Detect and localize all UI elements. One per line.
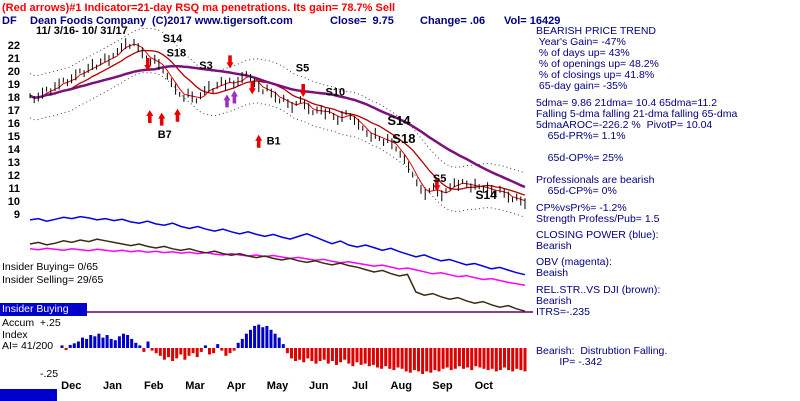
date-range: 11/ 3/16- 10/ 31/17 bbox=[36, 25, 128, 37]
month-label: Jun bbox=[309, 380, 329, 392]
sell-arrow-icon bbox=[248, 81, 256, 95]
right-panel-line: CLOSING POWER (blue): bbox=[536, 229, 659, 241]
right-panel-line: 65d-CP%= 0% bbox=[536, 185, 617, 197]
right-panel-line: Bearish bbox=[536, 240, 572, 252]
right-panel-line: OBV (magenta): bbox=[536, 256, 612, 268]
right-panel-line: 65d-PR%= 1.1% bbox=[536, 130, 626, 142]
buy-arrow-icon bbox=[255, 134, 263, 148]
right-panel-line: Beaish bbox=[536, 267, 569, 279]
signal-label: B1 bbox=[267, 135, 281, 147]
right-panel-line: 65-day gain= -35% bbox=[536, 80, 628, 92]
right-panel-line: Bearish: Distrubtion Falling. bbox=[536, 345, 668, 357]
price-tick-label: 13 bbox=[8, 157, 20, 169]
rel-strength-line bbox=[29, 238, 526, 312]
month-label: May bbox=[267, 380, 289, 392]
right-panel-line: 65d-OP%= 25% bbox=[536, 152, 624, 164]
signal-label: S14 bbox=[163, 33, 183, 45]
sell-arrow-icon bbox=[433, 178, 441, 192]
signal-label: S5 bbox=[433, 173, 446, 185]
obv-line bbox=[29, 247, 526, 287]
accum-scale-label: Accum +.25 bbox=[2, 317, 61, 329]
right-panel-line: 5dmaAROC=-226.2 % PivotP= 10.04 bbox=[536, 119, 713, 131]
right-panel-line: Bearish bbox=[536, 295, 572, 307]
right-panel-line: ITRS=-.235 bbox=[536, 306, 590, 318]
right-panel: BEARISH PRICE TREND Year's Gain= -47% % … bbox=[536, 26, 798, 368]
right-panel-line: % of openings up= 48.2% bbox=[536, 58, 659, 70]
signal-label: S18 bbox=[392, 131, 415, 146]
right-panel-line: Strength Profess/Pub= 1.5 bbox=[536, 213, 660, 225]
signal-label: S14 bbox=[387, 113, 411, 128]
month-label: Jan bbox=[103, 380, 122, 392]
right-panel-line: IP= -.342 bbox=[536, 356, 603, 368]
price-tick-label: 20 bbox=[8, 66, 20, 78]
signal-label: S10 bbox=[326, 87, 346, 99]
insider-buying-badge: Insider Buying bbox=[0, 303, 87, 316]
right-panel-line: Year's Gain= -47% bbox=[536, 36, 626, 48]
ma65-line bbox=[29, 65, 526, 189]
buy-arrow-icon bbox=[174, 108, 181, 122]
right-panel-line: BEARISH PRICE TREND bbox=[536, 25, 656, 37]
month-label: Mar bbox=[185, 380, 205, 392]
right-panel-line: 5dma= 9.86 21dma= 10.4 65dma=11.2 bbox=[536, 97, 718, 109]
close-value: Close= 9.75 bbox=[330, 15, 394, 27]
sell-arrow-icon bbox=[299, 84, 307, 97]
right-panel-line: Professionals are bearish bbox=[536, 174, 655, 186]
price-tick-label: 11 bbox=[8, 183, 20, 195]
price-tick-label: 10 bbox=[8, 196, 20, 208]
month-label: Jul bbox=[352, 380, 368, 392]
ai-ratio-label: AI= 41/200 bbox=[2, 340, 54, 352]
signal-label: S14 bbox=[476, 188, 498, 202]
signal-label: B7 bbox=[158, 129, 172, 141]
company-name: Dean Foods Company bbox=[30, 15, 147, 27]
price-tick-label: 18 bbox=[8, 92, 20, 104]
ma5-line bbox=[29, 43, 526, 202]
price-tick-label: 12 bbox=[8, 170, 20, 182]
copyright-url: (C)2017 www.tigersoft.com bbox=[152, 15, 293, 27]
ticker: DF bbox=[2, 15, 17, 27]
month-label: Dec bbox=[61, 380, 81, 392]
closing-power-line bbox=[29, 215, 526, 276]
change-value: Change= .06 bbox=[420, 15, 486, 27]
month-label: Oct bbox=[475, 380, 494, 392]
sell-arrow-icon bbox=[144, 58, 152, 71]
volume-value: Vol= 16429 bbox=[504, 15, 561, 27]
price-tick-label: 17 bbox=[8, 105, 20, 117]
signal-summary-line: (Red arrows)#1 Indicator=21-day RSQ ma p… bbox=[2, 2, 396, 14]
accum-neg-scale-label: -.25 bbox=[40, 368, 59, 380]
ma21-line bbox=[29, 49, 526, 196]
buy-arrow-icon bbox=[230, 90, 238, 104]
right-panel-line: % of days up= 43% bbox=[536, 47, 630, 59]
right-panel-line: % of closings up= 41.8% bbox=[536, 69, 655, 81]
month-label: Sep bbox=[432, 380, 452, 392]
buy-arrow-icon bbox=[146, 110, 154, 123]
price-tick-label: 15 bbox=[8, 131, 20, 143]
buy-arrow-icon bbox=[158, 112, 166, 126]
month-label: Apr bbox=[227, 380, 247, 392]
right-panel-line: Falling 5-dma falling 21-dma falling 65-… bbox=[536, 108, 738, 120]
signal-label: S18 bbox=[167, 48, 187, 60]
price-tick-label: 22 bbox=[8, 40, 20, 52]
index-label: Index bbox=[2, 329, 28, 341]
insider-selling-line: Insider Selling= 29/65 bbox=[2, 274, 104, 286]
insider-buying-line: Insider Buying= 0/65 bbox=[2, 261, 99, 273]
right-panel-line: REL.STR..VS DJI (brown): bbox=[536, 284, 661, 296]
sell-arrow-icon bbox=[226, 55, 234, 69]
buy-arrow-icon bbox=[223, 94, 231, 108]
right-panel-line: CP%vsPr%= -1.2% bbox=[536, 202, 627, 214]
price-tick-label: 9 bbox=[14, 209, 20, 221]
month-label: Feb bbox=[144, 380, 164, 392]
signal-label: S5 bbox=[296, 63, 309, 75]
bottom-blue-bar bbox=[0, 389, 57, 401]
price-tick-label: 21 bbox=[8, 53, 20, 65]
price-tick-label: 14 bbox=[8, 144, 21, 156]
signal-label: S3 bbox=[199, 60, 212, 72]
price-tick-label: 19 bbox=[8, 79, 20, 91]
month-label: Aug bbox=[391, 380, 412, 392]
price-tick-label: 16 bbox=[8, 118, 20, 130]
